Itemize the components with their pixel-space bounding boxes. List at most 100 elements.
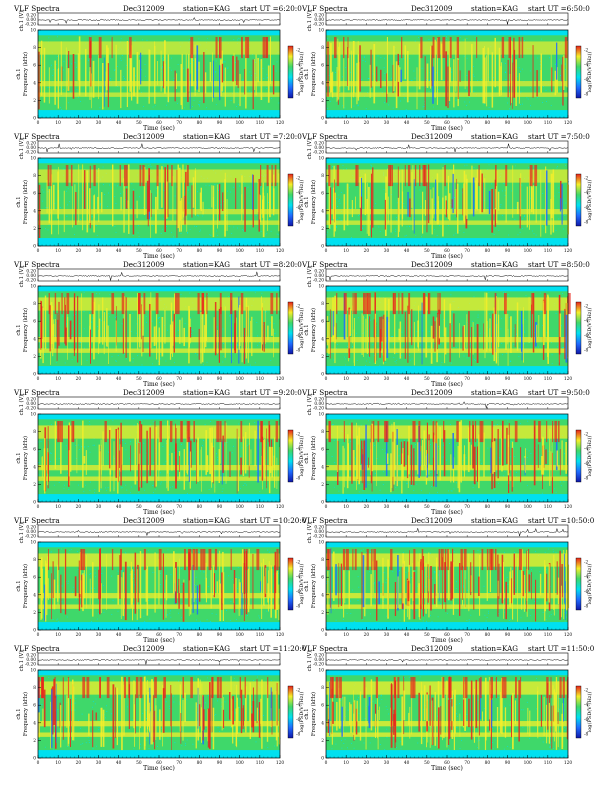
y-tick-label: 8 [321,686,324,691]
y-tick-label: 4 [321,81,324,86]
y-axis-frequency-label: Frequency (kHz) [310,52,317,96]
x-tick-label: 50 [424,121,430,126]
colorbar [575,685,582,739]
x-tick-label: 60 [156,633,162,638]
panel-title: VLF Spectra [301,388,348,397]
colorbar-tick-label: -2 [584,49,588,54]
spectrogram-image [326,286,571,374]
y-tick-label: 10 [319,413,325,418]
x-tick-label: 40 [404,633,410,638]
x-axis-label: Time (sec) [143,765,175,772]
colorbar-label: log(PSD(V²/Hz)) [298,436,305,477]
x-tick-label: 100 [524,377,532,382]
x-tick-label: 30 [96,121,102,126]
colorbar-tick-label: -4 [584,575,588,580]
panel-station: station=KAG [471,644,518,653]
x-tick-label: 100 [524,505,532,510]
panel-start-ut: start UT =10:50:0 [528,516,595,525]
waveform-tick-label: 0.20 [314,398,324,403]
x-tick-label: 10 [343,377,349,382]
panel-date: Dec312009 [411,644,453,653]
x-tick-label: 20 [364,761,370,766]
y-tick-label: 8 [33,174,36,179]
x-tick-label: 100 [236,761,244,766]
colorbar-tick-label: -4 [584,319,588,324]
x-tick-label: 120 [276,249,284,254]
y-tick-label: 8 [321,46,324,51]
y-tick-label: 6 [33,192,36,197]
x-tick-label: 10 [55,761,61,766]
y-tick-label: 0 [33,373,36,378]
waveform-tick-label: 0.00 [26,402,36,407]
y-axis-channel-label: ch.1 [304,452,310,463]
x-tick-label: 10 [55,249,61,254]
x-tick-label: 0 [37,121,40,126]
x-tick-label: 40 [404,249,410,254]
waveform-tick-label: -0.20 [25,150,36,155]
waveform-axis-label: ch.1 (V) [306,395,313,416]
y-tick-label: 4 [33,209,36,214]
colorbar-label: log(PSD(V²/Hz)) [586,52,593,93]
y-axis-frequency-label: Frequency (kHz) [22,52,29,96]
colorbar-tick-label: -2 [584,561,588,566]
x-tick-label: 110 [256,249,264,254]
x-tick-label: 40 [116,761,122,766]
panel-title: VLF Spectra [13,4,60,13]
x-axis-label: Time (sec) [143,125,175,132]
panel-date: Dec312009 [411,260,453,269]
y-tick-label: 10 [31,669,37,674]
waveform-tick-label: 0.20 [26,526,36,531]
x-axis-label: Time (sec) [431,125,463,132]
colorbar-label: log(PSD(V²/Hz)) [298,692,305,733]
y-axis-channel-label: ch.1 [16,324,22,335]
x-tick-label: 0 [325,505,328,510]
y-tick-label: 8 [321,430,324,435]
spectrogram-panel-row2-left: VLF Spectra Dec312009 station=KAG start UT … [13,132,305,260]
x-tick-label: 70 [464,121,470,126]
x-tick-label: 0 [37,249,40,254]
spectrogram-image [326,414,569,502]
waveform-trace [325,275,569,282]
colorbar [575,429,582,483]
x-tick-label: 20 [76,633,82,638]
y-tick-label: 6 [321,448,324,453]
panel-date: Dec312009 [411,4,453,13]
x-tick-label: 100 [236,633,244,638]
x-tick-label: 70 [464,249,470,254]
colorbar-tick-label: -8 [584,477,588,482]
waveform-trace [325,401,569,409]
spectrogram-panel-row5-left: VLF Spectra Dec312009 station=KAG start UT … [13,516,307,644]
spectrogram-panel-row4-right: VLF Spectra Dec312009 station=KAG start UT … [301,388,593,516]
waveform-axis-label: ch.1 (V) [18,651,25,672]
waveform-trace [37,271,281,281]
spectrogram-panel-row6-right: VLF Spectra Dec312009 station=KAG start UT … [301,644,595,772]
y-tick-label: 4 [33,81,36,86]
spectrogram-panel-row3-left: VLF Spectra Dec312009 station=KAG start UT … [13,260,305,388]
panel-start-ut: start UT =10:20:0 [240,516,307,525]
colorbar-tick-label: -8 [584,349,588,354]
waveform-tick-label: -0.20 [313,150,324,155]
colorbar-tick-label: -2 [584,177,588,182]
waveform-axis-label: ch.1 (V) [18,139,25,160]
x-tick-label: 60 [444,249,450,254]
x-tick-label: 80 [197,505,203,510]
panel-station: station=KAG [183,4,230,13]
colorbar-tick-label: -6 [584,206,588,211]
x-tick-label: 120 [564,633,572,638]
y-tick-label: 8 [33,302,36,307]
colorbar-tick-label: -4 [296,319,300,324]
x-tick-label: 60 [444,377,450,382]
waveform-tick-label: 0.00 [26,658,36,663]
x-tick-label: 30 [96,633,102,638]
spectrogram-image [326,670,569,758]
waveform-tick-label: -0.20 [313,278,324,283]
y-axis-frequency-label: Frequency (kHz) [22,436,29,480]
x-tick-label: 90 [217,761,223,766]
x-tick-label: 80 [197,761,203,766]
y-axis-frequency-label: Frequency (kHz) [22,308,29,352]
waveform-trace [325,659,569,663]
colorbar [575,45,582,99]
waveform-tick-label: -0.20 [313,22,324,27]
x-tick-label: 10 [55,505,61,510]
y-tick-label: 8 [33,558,36,563]
